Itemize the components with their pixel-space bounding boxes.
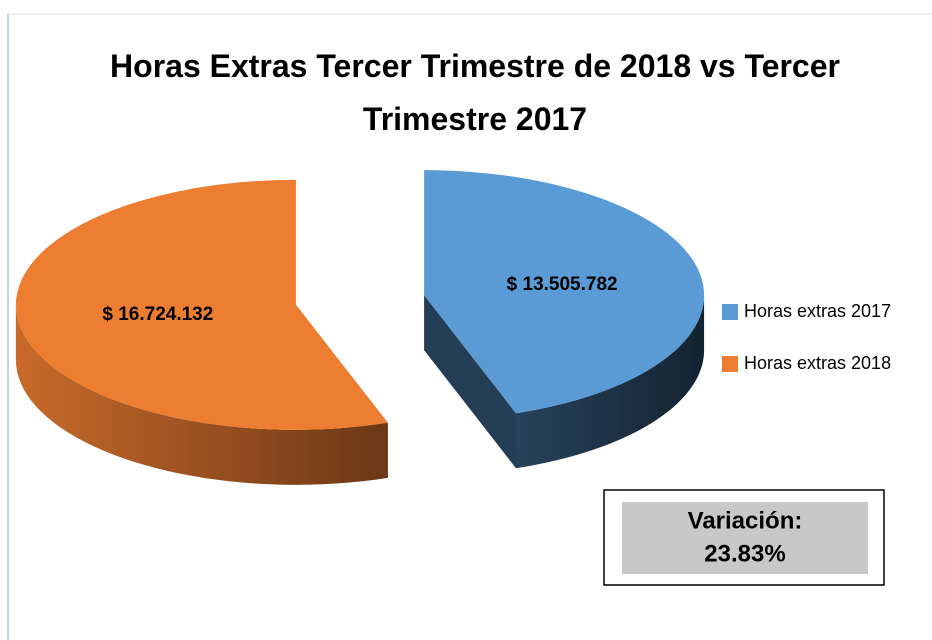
legend-label: Horas extras 2017 xyxy=(744,301,891,321)
data-label: $ 16.724.132 xyxy=(102,304,213,325)
annotation-fill xyxy=(622,502,868,574)
slice-side xyxy=(15,304,388,485)
annotation-text: 23.83% xyxy=(704,540,785,567)
legend-swatch xyxy=(722,304,738,320)
slice xyxy=(424,170,705,414)
chart-title: Horas Extras Tercer Trimestre de 2018 vs… xyxy=(110,48,840,137)
legend-label: Horas extras 2018 xyxy=(744,353,891,373)
slice xyxy=(15,179,388,430)
annotation-text: Variación: xyxy=(688,507,803,534)
data-label: $ 13.505.782 xyxy=(507,274,618,295)
slice-side xyxy=(516,295,705,469)
slice-face xyxy=(424,295,517,469)
legend-swatch xyxy=(722,356,738,372)
